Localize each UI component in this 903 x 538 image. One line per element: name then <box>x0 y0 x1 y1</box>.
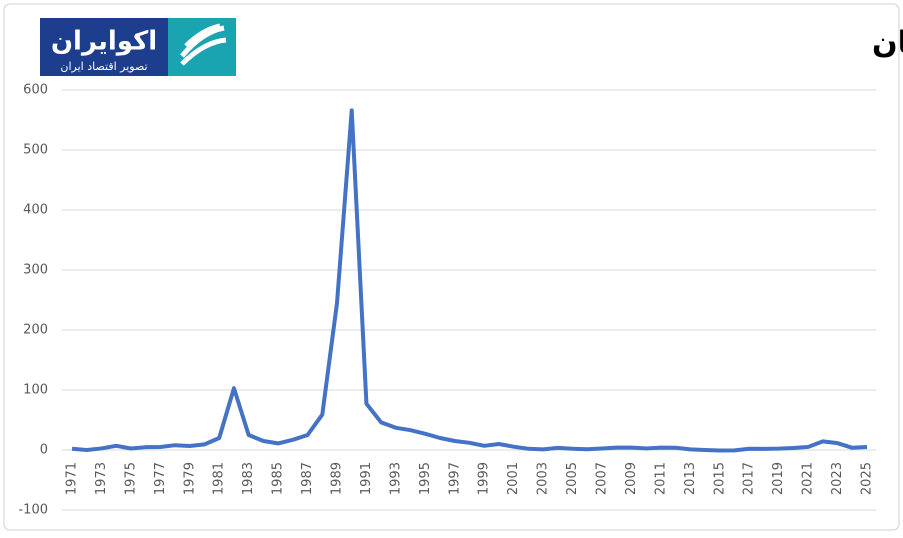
x-tick-label: 1983 <box>241 462 256 495</box>
x-tick-label: 1981 <box>212 462 227 495</box>
x-tick-label: 1985 <box>271 462 286 495</box>
y-tick-label: 100 <box>23 383 48 398</box>
x-tick-label: 1995 <box>418 462 433 495</box>
logo-box <box>40 18 168 76</box>
x-tick-label: 2013 <box>683 462 698 495</box>
x-tick-label: 2015 <box>712 462 727 495</box>
x-tick-label: 2001 <box>506 462 521 495</box>
x-tick-label: 1997 <box>447 462 462 495</box>
y-tick-label: 200 <box>23 323 48 338</box>
logo-name: اکوایران <box>51 27 157 57</box>
x-tick-label: 1993 <box>388 462 403 495</box>
y-tick-label: 600 <box>23 83 48 98</box>
x-tick-label: 1977 <box>153 462 168 495</box>
x-tick-label: 1991 <box>359 462 374 495</box>
x-tick-label: 2021 <box>801 462 816 495</box>
x-tick-label: 2005 <box>565 462 580 495</box>
y-tick-label: 400 <box>23 203 48 218</box>
line <box>71 108 868 453</box>
logo-tagline: تصویر اقتصاد ایران <box>60 60 147 73</box>
chart-frame <box>3 3 900 531</box>
y-tick-label: 500 <box>23 143 48 158</box>
x-tick-label: 1975 <box>123 462 138 495</box>
x-tick-label: 2023 <box>830 462 845 495</box>
logo-icon-lines <box>180 23 227 66</box>
x-tick-label: 1987 <box>300 462 315 495</box>
x-tick-label: 2017 <box>742 462 757 495</box>
x-tick-label: 1999 <box>477 462 492 495</box>
y-tick-label: 300 <box>23 263 48 278</box>
chart-title: نرخ تورم لهستان <box>872 26 903 61</box>
logo: اکوایران تصویر اقتصاد ایران <box>40 18 236 76</box>
x-tick-label: 1971 <box>65 462 80 495</box>
y-tick-label: -100 <box>18 503 48 518</box>
x-tick-label: 1979 <box>182 462 197 495</box>
x-tick-label: 2011 <box>653 462 668 495</box>
x-tick-label: 2007 <box>595 462 610 495</box>
x-tick-label: 2019 <box>771 462 786 495</box>
x-tick-label: 2003 <box>536 462 551 495</box>
x-tick-label: 1973 <box>94 462 109 495</box>
x-tick-label: 1989 <box>330 462 345 495</box>
x-tick-label: 2009 <box>624 462 639 495</box>
x-tick-label: 2025 <box>860 462 875 495</box>
y-tick-label: 0 <box>40 443 48 458</box>
